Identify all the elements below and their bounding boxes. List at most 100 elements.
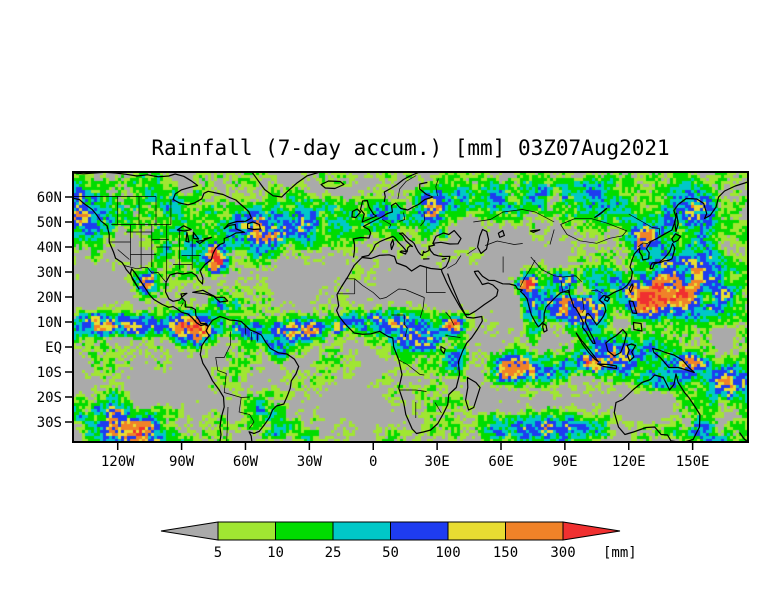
coastline bbox=[361, 232, 430, 258]
border-line bbox=[637, 240, 652, 248]
coastline bbox=[542, 322, 548, 333]
coastline bbox=[432, 229, 462, 245]
border-line bbox=[445, 335, 461, 338]
coastline bbox=[203, 236, 212, 240]
border-line bbox=[397, 175, 417, 200]
border-line bbox=[549, 229, 555, 245]
lat-tick-label: 10N bbox=[37, 315, 62, 331]
lon-tick-label: 30W bbox=[297, 454, 323, 470]
lon-tick-label: 0 bbox=[369, 454, 377, 470]
coastline bbox=[613, 373, 701, 443]
colorbar-tick-label: 10 bbox=[267, 545, 284, 561]
colorbar-arrow-low bbox=[160, 521, 219, 541]
border-line bbox=[447, 255, 462, 269]
lat-tick-label: 30S bbox=[37, 415, 62, 431]
border-line bbox=[560, 217, 628, 244]
border-line bbox=[419, 297, 425, 319]
coastline bbox=[628, 300, 638, 315]
coastlines bbox=[72, 171, 749, 443]
coastline bbox=[447, 181, 749, 345]
border-line bbox=[560, 280, 571, 293]
border-line bbox=[581, 297, 585, 313]
coastline bbox=[441, 257, 447, 260]
coastline bbox=[176, 225, 192, 232]
coastline bbox=[652, 347, 695, 374]
border-line bbox=[399, 389, 427, 392]
border-line bbox=[519, 259, 536, 288]
coastline bbox=[72, 171, 252, 328]
border-line bbox=[124, 265, 167, 283]
border-line bbox=[530, 256, 583, 283]
coastline bbox=[383, 171, 430, 203]
coastline bbox=[336, 254, 483, 435]
coastline bbox=[320, 180, 345, 190]
colorbar-segment bbox=[217, 521, 276, 541]
border-line bbox=[434, 402, 442, 414]
coastline bbox=[440, 345, 446, 355]
coastline bbox=[594, 207, 608, 219]
colorbar-unit-label: [mm] bbox=[603, 545, 637, 561]
coastline bbox=[649, 242, 676, 270]
border-line bbox=[467, 247, 477, 255]
border-line bbox=[238, 397, 255, 429]
coastline bbox=[207, 315, 300, 443]
lon-tick-label: 90E bbox=[552, 454, 577, 470]
coastline bbox=[632, 321, 643, 332]
border-line bbox=[180, 302, 184, 307]
lon-tick-label: 120E bbox=[612, 454, 646, 470]
coastline bbox=[351, 208, 362, 219]
coastline bbox=[352, 181, 434, 258]
coastline bbox=[247, 221, 261, 231]
coastline bbox=[497, 229, 505, 238]
border-line bbox=[391, 314, 408, 338]
colorbar: 5 10 25 50 100 150 300 [mm] bbox=[160, 521, 637, 561]
colorbar-tick-label: 25 bbox=[325, 545, 342, 561]
lat-tick-label: 10S bbox=[37, 365, 62, 381]
coastline bbox=[185, 231, 190, 243]
coastline bbox=[628, 283, 634, 293]
lat-tick-label: 30N bbox=[37, 265, 62, 281]
coastline bbox=[428, 242, 451, 271]
colorbar-tick-label: 300 bbox=[550, 545, 575, 561]
border-line bbox=[426, 268, 446, 293]
border-line bbox=[215, 331, 231, 393]
axes: 60N 50N 40N 30N 20N 10N EQ 10S 20S 30S 120W 90W 60W 3… bbox=[37, 190, 710, 470]
coastline bbox=[195, 239, 206, 245]
coastline bbox=[214, 296, 229, 303]
border-line bbox=[473, 209, 555, 223]
border-line bbox=[345, 278, 356, 294]
border-line bbox=[226, 406, 229, 443]
plot-title: Rainfall (7-day accum.) [mm] 03Z07Aug202… bbox=[151, 136, 670, 160]
lat-tick-label: EQ bbox=[45, 340, 62, 356]
border-line bbox=[382, 219, 392, 229]
colorbar-segment bbox=[332, 521, 391, 541]
border-line bbox=[398, 359, 425, 376]
lon-tick-label: 150E bbox=[676, 454, 710, 470]
border-line bbox=[445, 311, 455, 326]
coastline bbox=[465, 376, 481, 411]
lat-tick-label: 50N bbox=[37, 215, 62, 231]
lat-tick-label: 20N bbox=[37, 290, 62, 306]
colorbar-tick-label: 5 bbox=[214, 545, 222, 561]
country-borders bbox=[73, 175, 661, 443]
lon-tick-label: 90W bbox=[169, 454, 195, 470]
coastline bbox=[671, 233, 682, 243]
coastline bbox=[199, 325, 225, 443]
colorbar-tick-label: 100 bbox=[435, 545, 460, 561]
border-line bbox=[117, 249, 130, 260]
border-line bbox=[244, 325, 247, 336]
border-line bbox=[251, 331, 253, 342]
colorbar-segment bbox=[447, 521, 506, 541]
colorbar-segment bbox=[390, 521, 449, 541]
border-line bbox=[485, 240, 523, 246]
coastline bbox=[192, 231, 200, 240]
border-line bbox=[590, 289, 604, 294]
border-line bbox=[420, 211, 426, 227]
coastline bbox=[390, 238, 395, 251]
colorbar-segment bbox=[505, 521, 564, 541]
colorbar-arrow-high bbox=[562, 521, 621, 541]
lat-tick-label: 40N bbox=[37, 240, 62, 256]
coastline bbox=[596, 363, 618, 370]
